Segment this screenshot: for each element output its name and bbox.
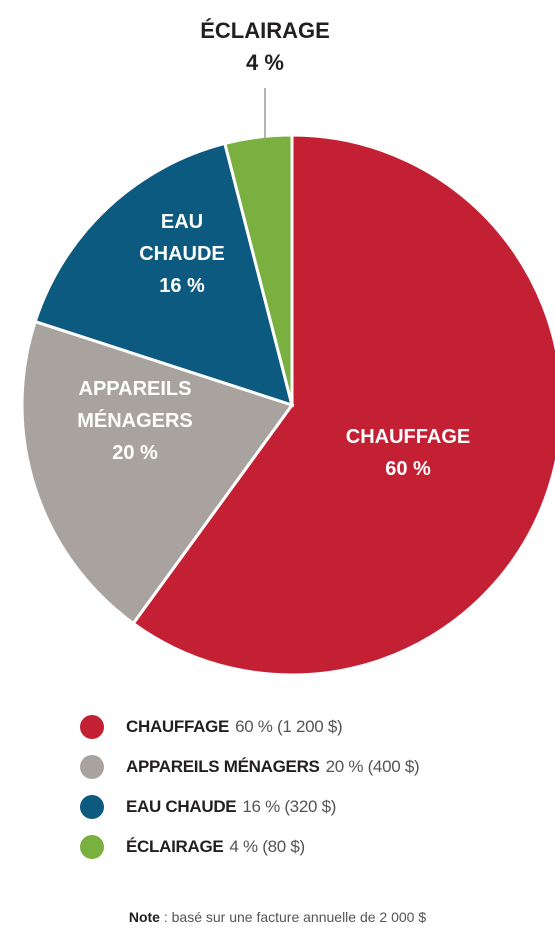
pie-slice-appareils bbox=[20, 319, 295, 626]
slice-label-line: CHAUFFAGE bbox=[346, 426, 470, 448]
slice-label-chauffage: CHAUFFAGE 60 % bbox=[346, 426, 470, 480]
legend-detail-appareils: 20 % (400 $) bbox=[325, 756, 420, 776]
slice-label-line: 60 % bbox=[385, 458, 431, 480]
legend-item-eau-chaude: EAU CHAUDE 16 % (320 $) bbox=[80, 793, 419, 820]
slice-label-line: MÉNAGERS bbox=[77, 409, 193, 432]
footnote: Note : basé sur une facture annuelle de … bbox=[0, 909, 555, 925]
slice-label-appareils: APPAREILS MÉNAGERS 20 % bbox=[77, 378, 193, 464]
legend-name-appareils: APPAREILS MÉNAGERS bbox=[126, 756, 320, 776]
slice-label-line: 4 % bbox=[246, 50, 284, 75]
slice-label-eau: EAU CHAUDE 16 % bbox=[139, 211, 225, 297]
pie-slice-eau bbox=[33, 141, 295, 408]
legend-swatch-eclairage bbox=[80, 834, 104, 859]
slice-label-line: EAU bbox=[161, 211, 203, 233]
pie-slice-eclairage bbox=[223, 133, 294, 406]
slice-label-eclairage: ÉCLAIRAGE 4 % bbox=[200, 18, 330, 75]
slice-label-line: CHAUDE bbox=[139, 243, 225, 265]
legend-detail-chauffage: 60 % (1 200 $) bbox=[235, 716, 343, 736]
legend-name-eau-chaude: EAU CHAUDE bbox=[126, 796, 237, 816]
slice-label-line: 20 % bbox=[112, 442, 158, 464]
note-label: Note bbox=[128, 909, 160, 925]
legend-swatch-appareils bbox=[80, 754, 104, 779]
legend-swatch-eau-chaude bbox=[80, 794, 104, 819]
legend-name-chauffage: CHAUFFAGE bbox=[126, 716, 230, 736]
slice-label-line: ÉCLAIRAGE bbox=[200, 18, 330, 43]
legend-name-eclairage: ÉCLAIRAGE bbox=[126, 836, 224, 856]
legend-item-appareils: APPAREILS MÉNAGERS 20 % (400 $) bbox=[80, 753, 420, 780]
note-text: : basé sur une facture annuelle de 2 000… bbox=[159, 909, 427, 925]
slice-label-line: APPAREILS bbox=[79, 378, 192, 400]
legend-item-eclairage: ÉCLAIRAGE 4 % (80 $) bbox=[80, 833, 419, 860]
slice-label-line: 16 % bbox=[159, 275, 205, 297]
legend-item-chauffage: CHAUFFAGE 60 % (1 200 $) bbox=[80, 713, 419, 740]
legend-swatch-chauffage bbox=[80, 714, 104, 739]
legend-detail-eau-chaude: 16 % (320 $) bbox=[242, 796, 337, 816]
legend: CHAUFFAGE 60 % (1 200 $) APPAREILS MÉNAG… bbox=[80, 713, 420, 873]
pie-chart: CHAUFFAGE 60 % APPAREILS MÉNAGERS 20 % EAU CHA… bbox=[20, 18, 555, 677]
pie-slice-chauffage bbox=[131, 133, 555, 677]
legend-detail-eclairage: 4 % (80 $) bbox=[229, 836, 305, 856]
